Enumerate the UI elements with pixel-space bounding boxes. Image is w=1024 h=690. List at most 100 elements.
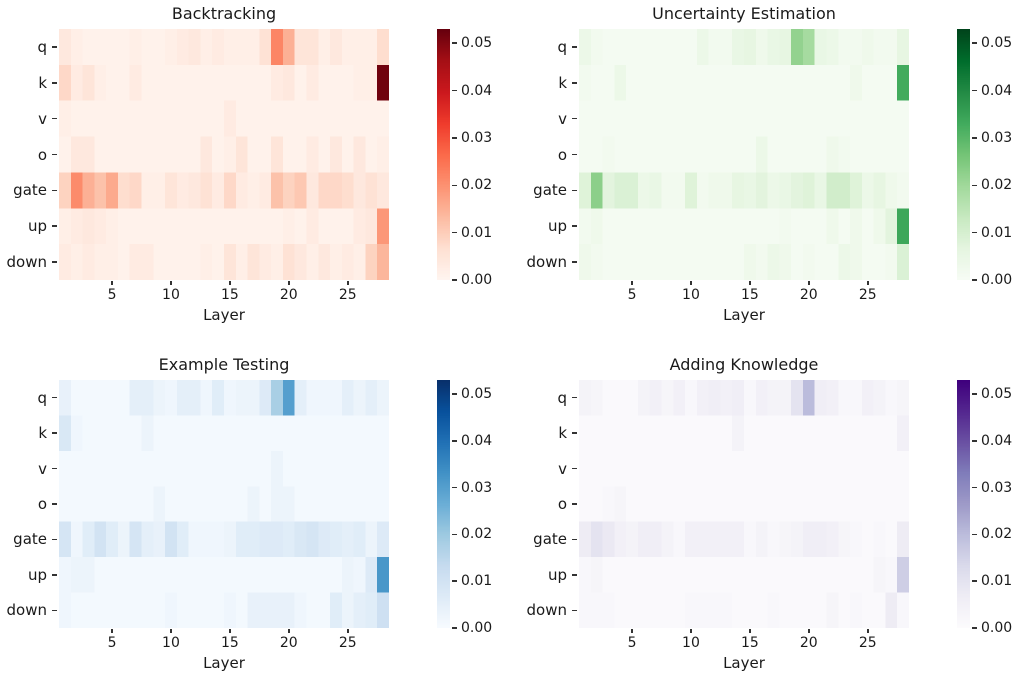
- x-tick-mark: [867, 281, 869, 285]
- y-tick-label-q: q: [37, 37, 47, 56]
- y-tick-label-up: up: [547, 565, 567, 584]
- colorbar-backtracking: [437, 29, 450, 280]
- y-tick-label-v: v: [38, 459, 47, 478]
- colorbar-tick-mark: [972, 89, 977, 92]
- colorbar-tick-label-0.02: 0.02: [461, 177, 493, 194]
- colorbar-tick-label-0.01: 0.01: [461, 573, 493, 590]
- subplot-backtracking: Backtracking Layer q k v o gate up down 5 10 15 20…: [0, 0, 512, 345]
- colorbar-tick-mark: [452, 627, 457, 629]
- y-tick-label-q: q: [557, 388, 567, 407]
- y-tick-label-gate: gate: [13, 181, 47, 200]
- y-tick-mark: [572, 396, 577, 399]
- y-tick-label-k: k: [558, 424, 567, 443]
- colorbar-tick-label-0.03: 0.03: [461, 479, 493, 496]
- colorbar-tick-mark: [452, 279, 457, 281]
- colorbar-tick-mark: [452, 393, 457, 395]
- y-tick-label-k: k: [38, 73, 47, 92]
- x-tick-label-10: 10: [162, 287, 180, 303]
- colorbar-tick-label-0.04: 0.04: [981, 432, 1013, 449]
- colorbar-tick-mark: [972, 533, 977, 536]
- colorbar-tick-label-0.03: 0.03: [981, 479, 1013, 496]
- y-tick-label-v: v: [558, 459, 567, 478]
- y-tick-mark: [572, 46, 577, 48]
- colorbar-tick-mark: [972, 42, 977, 44]
- y-tick-mark: [572, 574, 577, 576]
- colorbar-tick-mark: [972, 184, 977, 187]
- y-tick-mark: [572, 261, 577, 263]
- x-tick-label-20: 20: [799, 635, 818, 651]
- y-tick-mark: [52, 153, 57, 156]
- x-axis-label: Layer: [203, 654, 245, 672]
- x-tick-mark: [347, 629, 349, 633]
- colorbar-tick-mark: [452, 486, 457, 489]
- colorbar-adding-knowledge: [957, 380, 970, 628]
- y-tick-mark: [572, 503, 577, 505]
- x-tick-mark: [690, 629, 692, 633]
- x-tick-mark: [347, 281, 349, 285]
- x-tick-label-10: 10: [162, 635, 180, 651]
- x-tick-mark: [229, 629, 231, 633]
- x-tick-mark: [111, 629, 113, 633]
- colorbar-tick-label-0.05: 0.05: [461, 386, 493, 403]
- colorbar-tick-label-0.01: 0.01: [981, 224, 1013, 241]
- colorbar-tick-mark: [452, 137, 457, 139]
- y-tick-label-gate: gate: [13, 530, 47, 549]
- colorbar-uncertainty-estimation: [957, 29, 970, 280]
- colorbar-tick-mark: [452, 89, 457, 92]
- colorbar-tick-label-0.05: 0.05: [981, 35, 1013, 52]
- x-tick-mark: [749, 629, 751, 633]
- colorbar-tick-mark: [972, 440, 977, 442]
- colorbar-tick-label-0.05: 0.05: [981, 386, 1013, 403]
- x-tick-mark: [170, 281, 172, 285]
- heatmap-uncertainty-estimation: [579, 29, 909, 280]
- y-tick-mark: [52, 46, 57, 48]
- heatmap-adding-knowledge: [579, 380, 909, 628]
- y-tick-mark: [52, 225, 57, 227]
- colorbar-tick-mark: [972, 279, 977, 281]
- x-tick-label-25: 25: [338, 287, 357, 303]
- y-tick-label-o: o: [37, 495, 47, 513]
- y-tick-label-down: down: [6, 253, 47, 272]
- y-tick-label-up: up: [27, 565, 47, 584]
- y-tick-label-k: k: [558, 73, 567, 92]
- colorbar-tick-mark: [972, 486, 977, 489]
- colorbar-tick-mark: [972, 627, 977, 629]
- x-tick-mark: [808, 629, 810, 633]
- y-tick-label-k: k: [38, 424, 47, 443]
- x-tick-label-5: 5: [107, 287, 117, 303]
- y-tick-mark: [52, 396, 57, 399]
- colorbar-tick-label-0.04: 0.04: [981, 82, 1013, 99]
- colorbar-tick-label-0.00: 0.00: [461, 272, 493, 288]
- x-tick-label-15: 15: [220, 635, 239, 651]
- colorbar-tick-label-0.03: 0.03: [981, 129, 1013, 146]
- y-tick-mark: [52, 261, 57, 263]
- colorbar-tick-mark: [452, 42, 457, 44]
- x-tick-mark: [690, 281, 692, 285]
- y-tick-label-o: o: [37, 145, 47, 164]
- x-tick-mark: [111, 281, 113, 285]
- colorbar-tick-label-0.00: 0.00: [981, 620, 1013, 636]
- colorbar-tick-mark: [972, 137, 977, 139]
- y-tick-mark: [52, 538, 57, 541]
- y-tick-label-o: o: [557, 145, 567, 164]
- y-tick-label-q: q: [557, 37, 567, 56]
- x-tick-label-15: 15: [740, 635, 759, 651]
- y-tick-mark: [52, 503, 57, 505]
- y-tick-mark: [52, 609, 57, 612]
- subplot-title: Uncertainty Estimation: [652, 4, 836, 23]
- y-tick-label-o: o: [557, 495, 567, 513]
- y-tick-label-v: v: [38, 109, 47, 128]
- y-tick-mark: [572, 82, 577, 84]
- colorbar-tick-label-0.05: 0.05: [461, 35, 493, 52]
- x-tick-mark: [631, 629, 633, 633]
- colorbar-tick-mark: [452, 231, 457, 234]
- x-axis-label: Layer: [723, 306, 765, 324]
- y-tick-label-v: v: [558, 109, 567, 128]
- y-tick-mark: [572, 153, 577, 156]
- subplot-adding-knowledge: Adding Knowledge Layer q k v o gate up down 5 10…: [512, 345, 1024, 690]
- x-tick-label-20: 20: [799, 287, 818, 303]
- x-tick-mark: [288, 629, 290, 633]
- colorbar-tick-mark: [452, 440, 457, 442]
- x-tick-mark: [631, 281, 633, 285]
- x-axis-label: Layer: [723, 654, 765, 672]
